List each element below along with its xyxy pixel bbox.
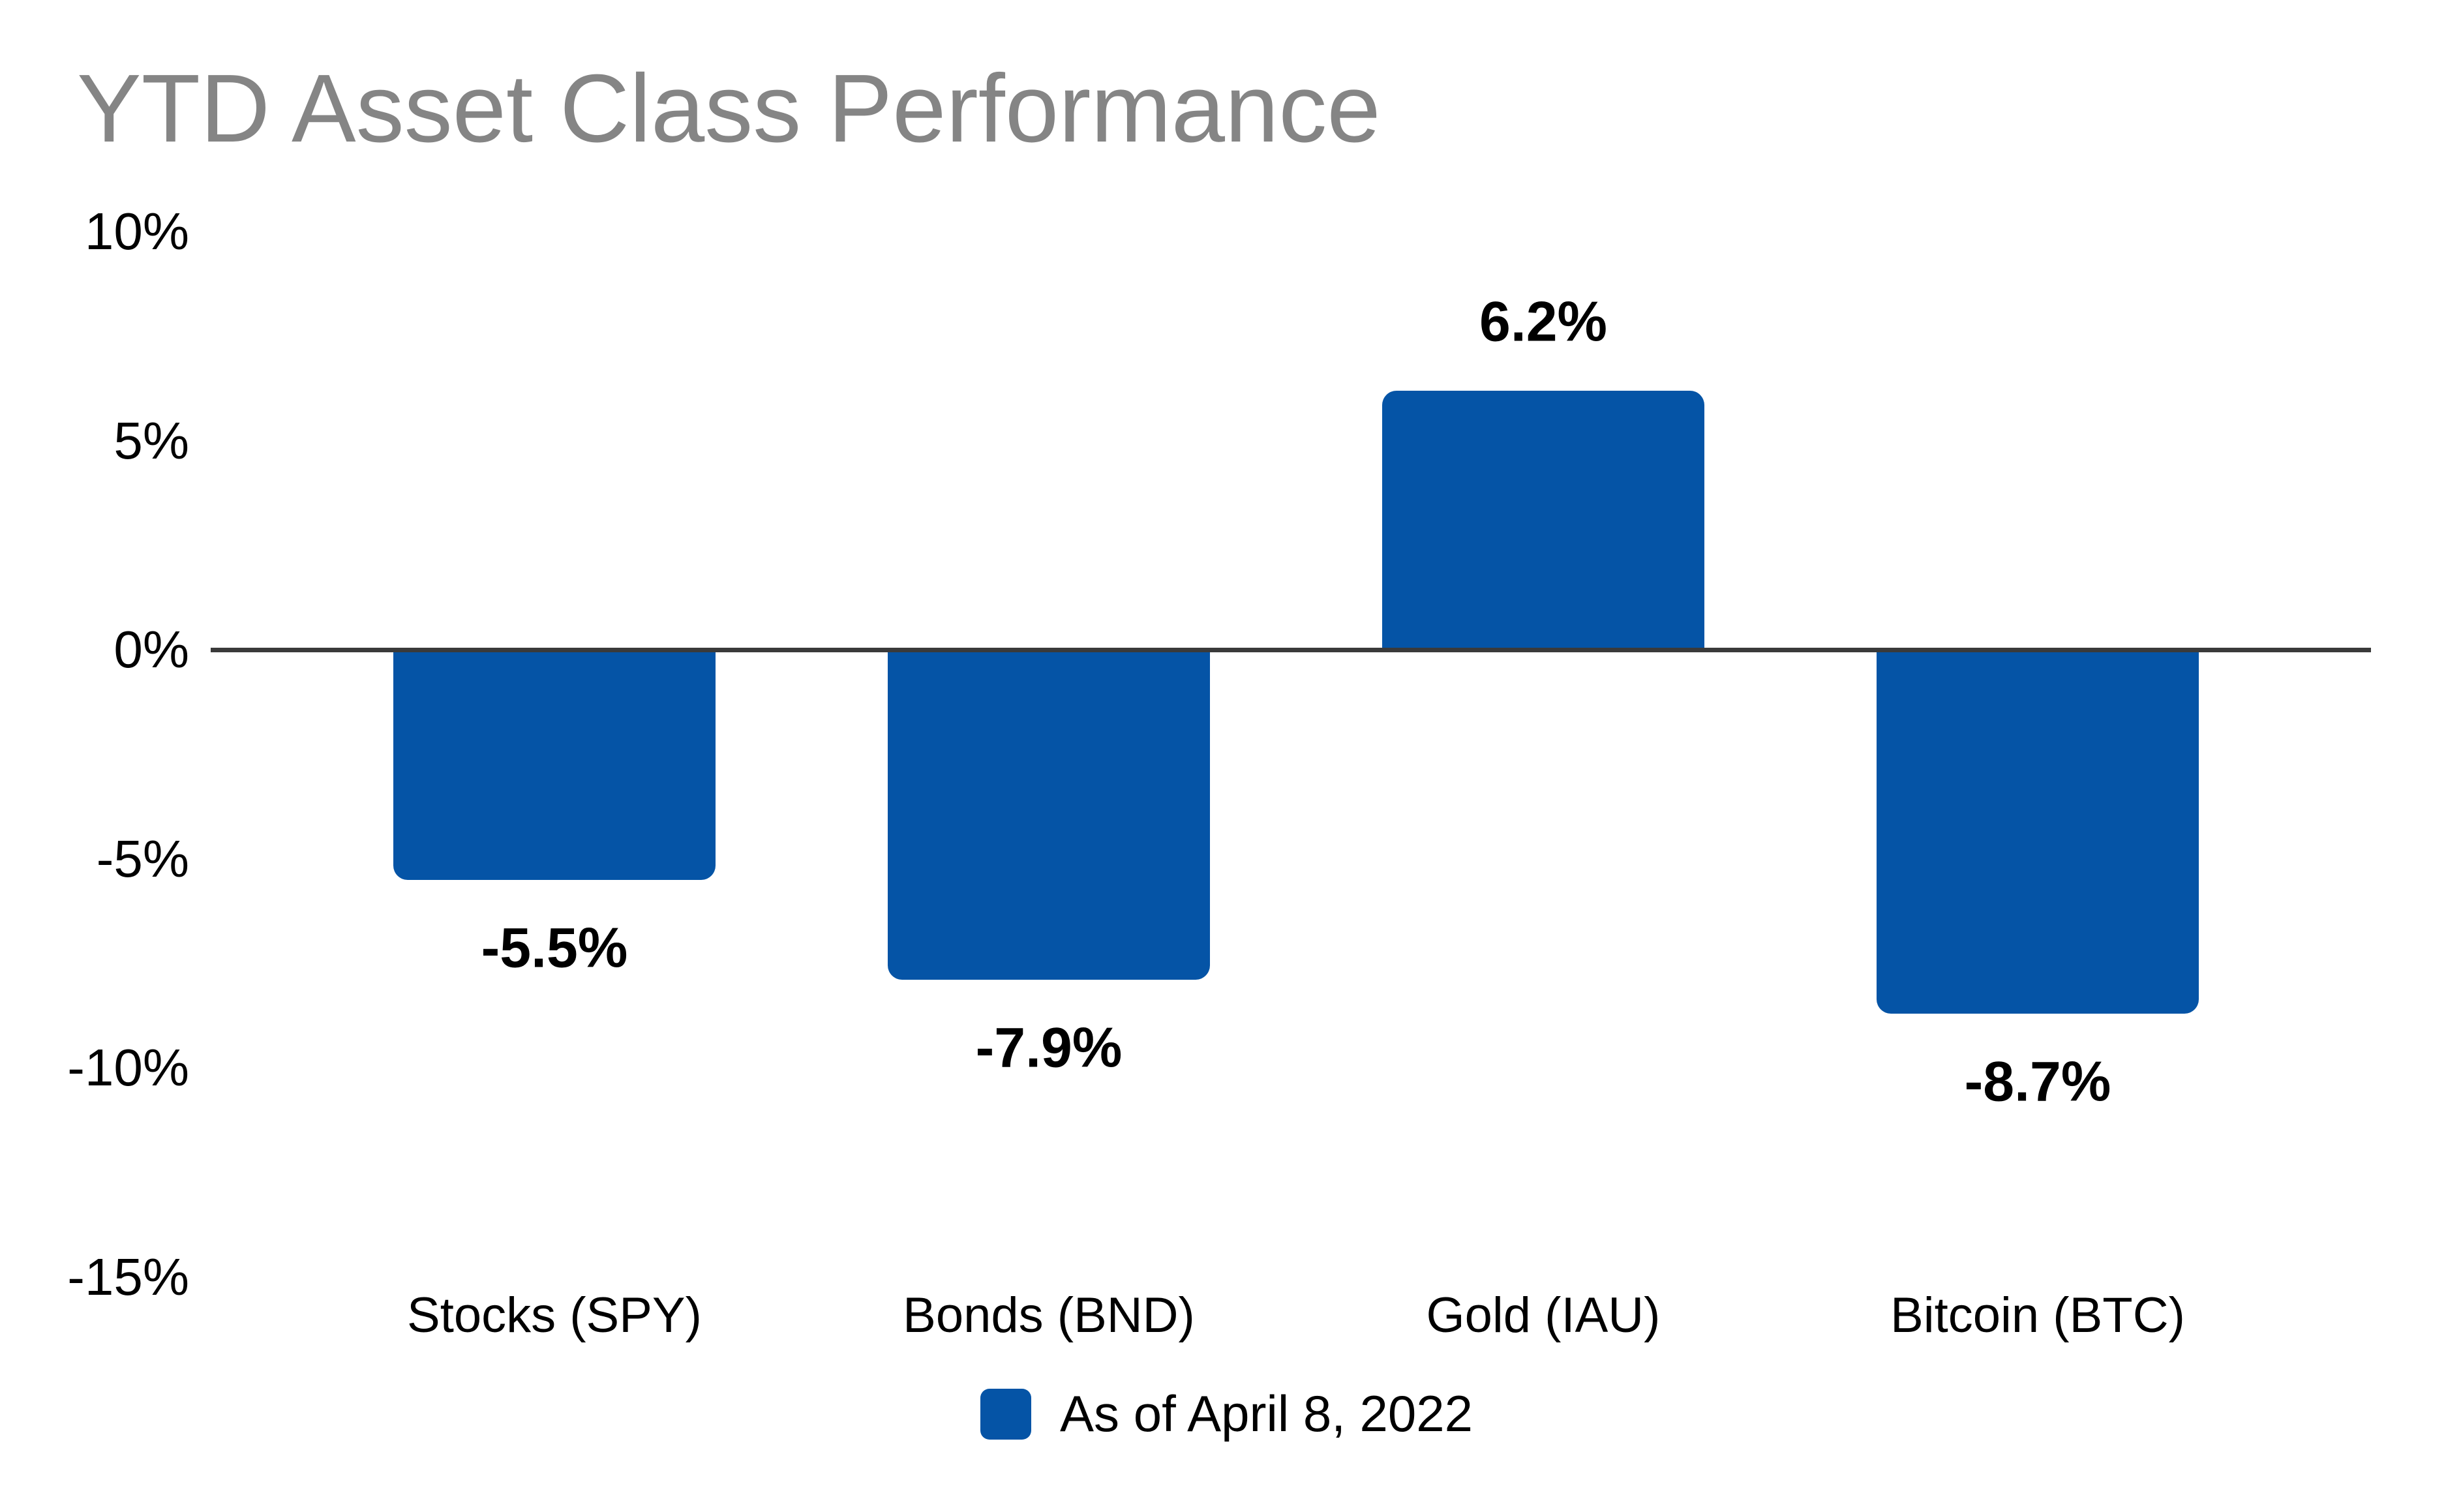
legend-label: As of April 8, 2022 <box>1060 1385 1473 1442</box>
y-axis-tick-label: -10% <box>67 1038 189 1096</box>
y-axis-tick-label: 0% <box>113 620 189 678</box>
legend-swatch <box>980 1388 1031 1440</box>
x-axis-category-label: Bonds (BND) <box>903 1288 1195 1343</box>
x-axis-category-label: Stocks (SPY) <box>407 1288 702 1343</box>
y-axis-tick-label: -5% <box>96 829 189 888</box>
bar-value-label: -8.7% <box>1964 1050 2111 1113</box>
bar-value-label: -7.9% <box>975 1016 1123 1080</box>
y-axis-tick-label: -15% <box>67 1247 189 1306</box>
zero-axis-line <box>211 648 2371 652</box>
bar-value-label: -5.5% <box>481 916 628 980</box>
bar <box>1382 390 1704 650</box>
legend: As of April 8, 2022 <box>980 1384 1473 1444</box>
y-axis-tick-label: 10% <box>84 202 189 260</box>
chart-title: YTD Asset Class Performance <box>77 55 1381 162</box>
x-axis-category-label: Gold (IAU) <box>1426 1288 1661 1343</box>
bar-value-label: 6.2% <box>1479 290 1608 354</box>
bar <box>888 650 1210 980</box>
y-axis-tick-label: 5% <box>113 411 189 470</box>
x-axis-category-label: Bitcoin (BTC) <box>1890 1288 2185 1343</box>
bar <box>1877 650 2199 1014</box>
bar <box>393 650 716 880</box>
